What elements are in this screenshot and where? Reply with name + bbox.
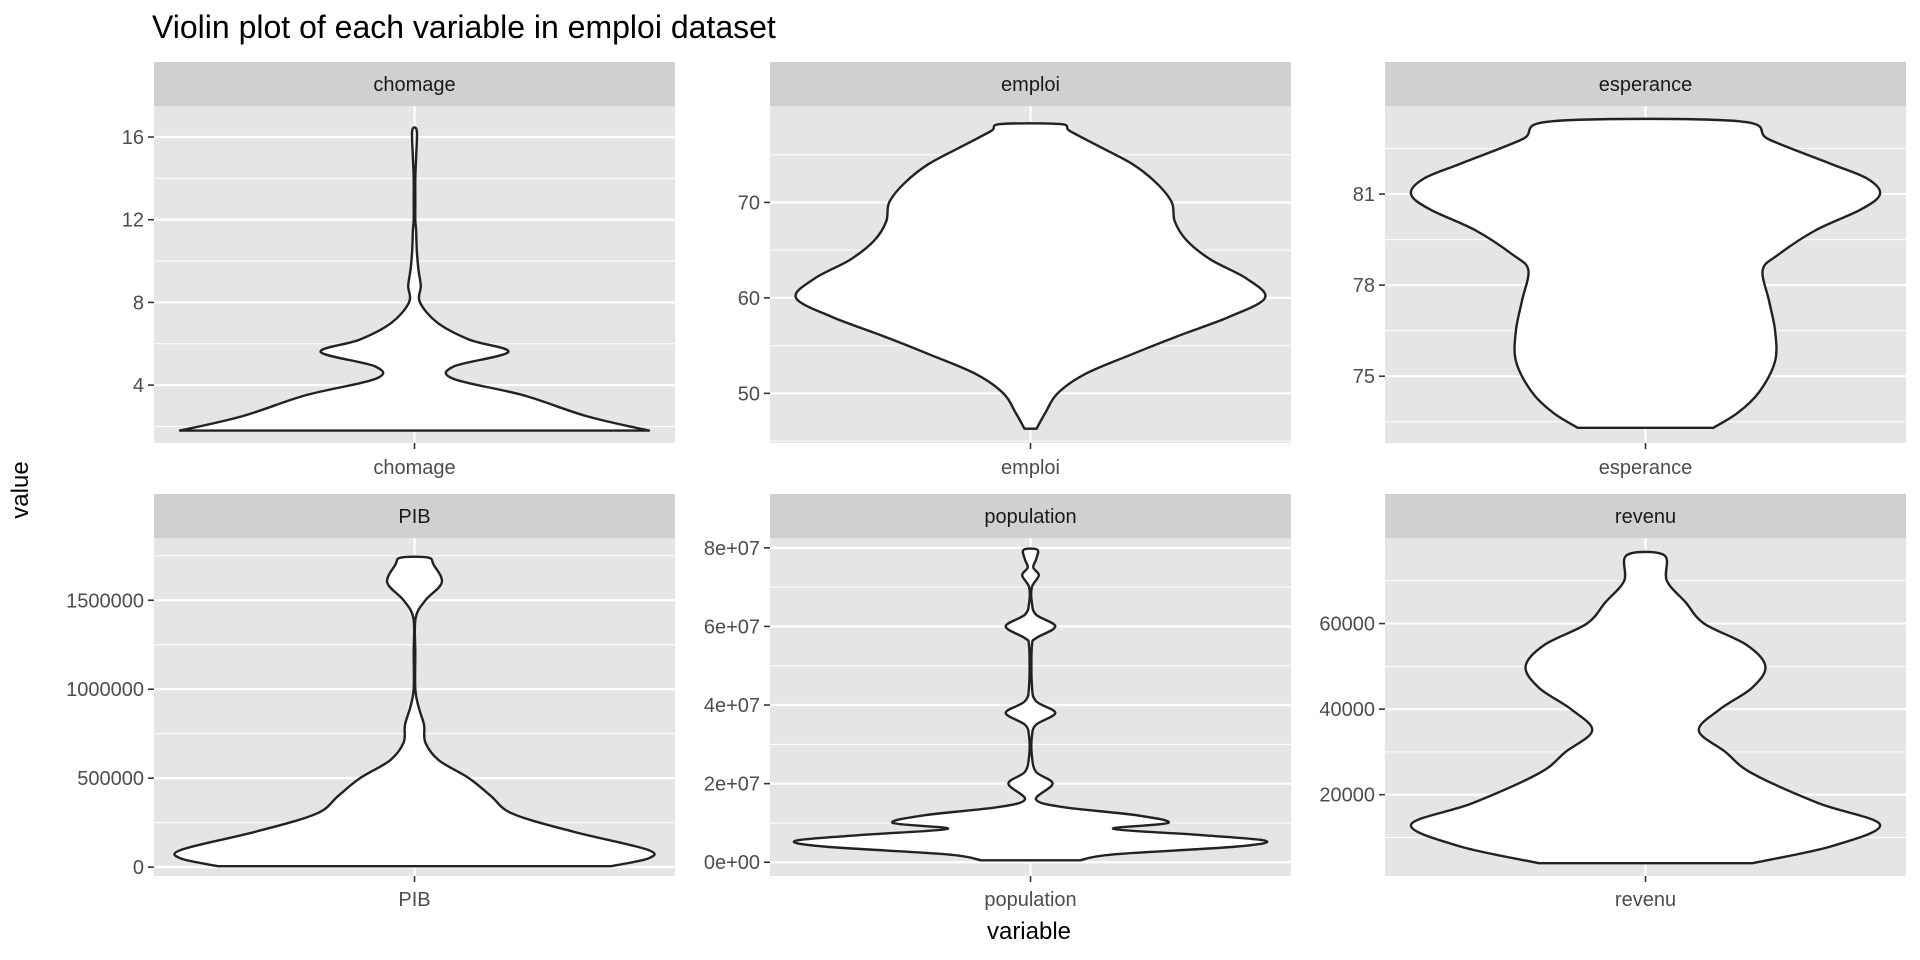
x-tick-label: chomage (373, 457, 455, 479)
facet-panels: chomage 4 8 12 16 chomage emploi 50 60 70 emploi es… (66, 62, 1906, 911)
y-tick-label: 20000 (1319, 785, 1375, 807)
panel-population: population 0e+00 2e+07 4e+07 6e+07 8e+07 popul… (704, 494, 1291, 911)
y-tick-label: 1000000 (66, 679, 144, 701)
strip-background (1385, 494, 1906, 538)
panel-esperance: esperance 75 78 81 esperance (1353, 62, 1906, 479)
y-tick-label: 0e+00 (704, 852, 760, 874)
y-tick-label: 60000 (1319, 614, 1375, 636)
y-tick-label: 8 (133, 292, 144, 314)
strip-background (154, 494, 675, 538)
y-tick-label: 81 (1353, 184, 1375, 206)
x-axis-title: variable (987, 918, 1071, 945)
y-tick-label: 6e+07 (704, 616, 760, 638)
y-tick-label: 40000 (1319, 699, 1375, 721)
x-tick-label: PIB (398, 889, 430, 911)
panel-PIB: PIB 0 500000 1000000 1500000 PIB (66, 494, 675, 911)
strip-label: PIB (398, 506, 430, 528)
x-tick-label: revenu (1615, 889, 1676, 911)
violin-PIB (173, 555, 656, 868)
strip-label: chomage (373, 74, 455, 96)
y-tick-label: 8e+07 (704, 538, 760, 560)
panel-revenu: revenu 20000 40000 60000 revenu (1319, 494, 1906, 911)
strip-label: population (984, 506, 1076, 528)
violin-population (792, 547, 1269, 862)
y-tick-label: 1500000 (66, 590, 144, 612)
y-tick-label: 2e+07 (704, 774, 760, 796)
y-tick-label: 50 (738, 383, 760, 405)
violin-chomage (178, 126, 651, 432)
y-tick-label: 78 (1353, 275, 1375, 297)
y-tick-label: 4e+07 (704, 695, 760, 717)
y-tick-label: 12 (122, 210, 144, 232)
violin-emploi (794, 122, 1267, 430)
y-tick-label: 75 (1353, 366, 1375, 388)
strip-label: emploi (1001, 74, 1060, 96)
y-tick-label: 70 (738, 192, 760, 214)
violin-revenu (1409, 550, 1882, 865)
chart-title: Violin plot of each variable in emploi d… (152, 9, 776, 45)
y-tick-label: 500000 (77, 768, 144, 790)
y-tick-label: 16 (122, 127, 144, 149)
panel-emploi: emploi 50 60 70 emploi (738, 62, 1291, 479)
y-axis-title: value (7, 461, 34, 518)
violin-esperance (1409, 117, 1882, 429)
x-tick-label: emploi (1001, 457, 1060, 479)
strip-background (154, 62, 675, 106)
y-tick-label: 4 (133, 375, 144, 397)
strip-background (770, 494, 1291, 538)
strip-label: esperance (1599, 74, 1692, 96)
panel-chomage: chomage 4 8 12 16 chomage (122, 62, 675, 479)
strip-background (770, 62, 1291, 106)
strip-background (1385, 62, 1906, 106)
strip-label: revenu (1615, 506, 1676, 528)
x-tick-label: population (984, 889, 1076, 911)
y-tick-label: 0 (133, 857, 144, 879)
y-tick-label: 60 (738, 288, 760, 310)
x-tick-label: esperance (1599, 457, 1692, 479)
